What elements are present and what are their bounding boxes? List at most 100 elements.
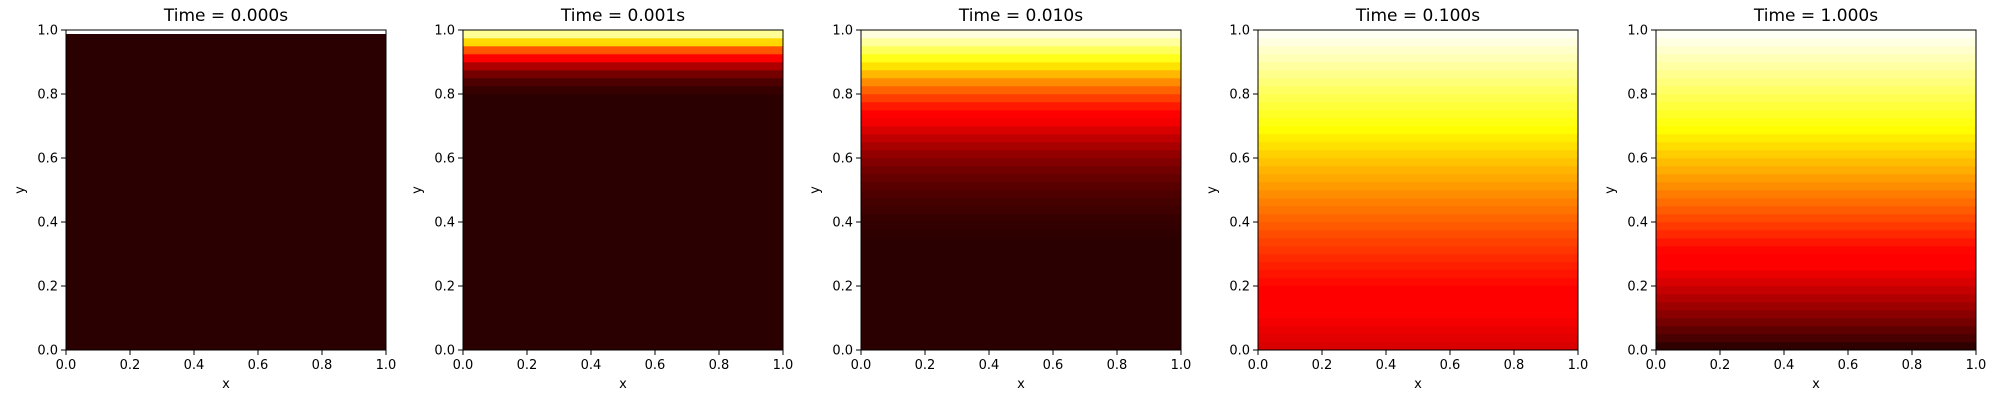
- heatmap-cell: [861, 141, 1181, 151]
- heatmap-cell: [861, 109, 1181, 119]
- heatmap-cell: [463, 309, 783, 319]
- y-tick-label: 0.8: [832, 88, 853, 103]
- heatmap-cell: [1258, 125, 1578, 135]
- y-axis-label: y: [410, 186, 425, 194]
- y-tick-label: 0.4: [37, 216, 58, 231]
- heatmap-cell: [1258, 269, 1578, 279]
- heatmap-cell: [861, 29, 1181, 39]
- x-tick-label: 0.4: [581, 358, 602, 373]
- x-axis-label: x: [1017, 377, 1025, 392]
- x-tick-label: 0.2: [517, 358, 538, 373]
- heatmap-cell: [1656, 53, 1976, 63]
- y-tick-label: 0.6: [1229, 152, 1250, 167]
- heatmap-cell: [1258, 277, 1578, 287]
- heatmap-cell: [1656, 317, 1976, 327]
- heatmap-cell: [66, 317, 386, 327]
- x-tick-label: 0.0: [1248, 358, 1269, 373]
- heatmap-cell: [463, 237, 783, 247]
- heatmap-cell: [1258, 229, 1578, 239]
- heatmap-cell: [463, 133, 783, 143]
- y-tick-label: 0.6: [832, 152, 853, 167]
- y-tick-label: 0.0: [1229, 344, 1250, 359]
- heatmap-cell: [1258, 157, 1578, 167]
- heatmap-cell: [1656, 221, 1976, 231]
- x-tick-label: 0.6: [248, 358, 269, 373]
- y-tick-label: 0.6: [1627, 152, 1648, 167]
- heatmap-cell: [66, 333, 386, 343]
- heatmap-cell: [463, 285, 783, 295]
- heatmap-cell: [463, 85, 783, 95]
- heatmap-cell: [1656, 325, 1976, 335]
- heatmap-cell: [861, 85, 1181, 95]
- heatmap-cell: [66, 197, 386, 207]
- heatmap-cell: [861, 101, 1181, 111]
- heatmap-cell: [66, 37, 386, 47]
- heatmap-cell: [1258, 53, 1578, 63]
- subplot-title: Time = 0.000s: [163, 6, 288, 26]
- heatmap-cell: [1656, 45, 1976, 55]
- heatmap-cell: [463, 293, 783, 303]
- heatmap-cell: [66, 109, 386, 119]
- heatmap-cell: [463, 61, 783, 71]
- heatmap-cell: [1656, 213, 1976, 223]
- heatmap-cell: [861, 245, 1181, 255]
- heatmap-cell: [66, 213, 386, 223]
- heatmap-cell: [1258, 85, 1578, 95]
- heatmap-cell: [1258, 333, 1578, 343]
- heatmap-cell: [861, 69, 1181, 79]
- heatmap-cell: [861, 261, 1181, 271]
- y-axis-label: y: [1603, 186, 1618, 194]
- heatmap-cell: [1656, 37, 1976, 47]
- axes-frame: [1257, 29, 1579, 351]
- heatmap-cell: [66, 325, 386, 335]
- heatmap-cell: [1656, 285, 1976, 295]
- heatmap-cell: [1656, 189, 1976, 199]
- heatmap-cell: [1656, 117, 1976, 127]
- heatmap-cell: [66, 61, 386, 71]
- heatmap-cell: [1258, 61, 1578, 71]
- heatmap-cell: [463, 125, 783, 135]
- heatmap-cell: [1656, 181, 1976, 191]
- subplot-2: Time = 0.001s 0.0 0.2 0.4 0.6 0.8 1.0 0.0 0.2 0.4…: [410, 6, 793, 392]
- x-tick-label: 0.2: [915, 358, 936, 373]
- heatmap-cell: [66, 301, 386, 311]
- heatmap-cell: [1656, 165, 1976, 175]
- x-tick-label: 1.0: [376, 358, 397, 373]
- x-tick-label: 1.0: [773, 358, 794, 373]
- heatmap-cell: [1656, 293, 1976, 303]
- heatmap-cell: [463, 93, 783, 103]
- heatmap-cell: [463, 189, 783, 199]
- heatmap-cell: [463, 301, 783, 311]
- heatmap-cell: [463, 37, 783, 47]
- heatmap-cell: [1258, 109, 1578, 119]
- heatmap-cell: [463, 325, 783, 335]
- heatmap-cell: [463, 221, 783, 231]
- y-tick-label: 1.0: [832, 24, 853, 39]
- heatmap-cell: [861, 197, 1181, 207]
- x-tick-label: 0.8: [709, 358, 730, 373]
- heatmap-cell: [861, 317, 1181, 327]
- x-tick-label: 1.0: [1966, 358, 1987, 373]
- heatmap-cell: [1258, 29, 1578, 39]
- heatmap-cell: [1656, 61, 1976, 71]
- heatmap-cell: [66, 149, 386, 159]
- heatmap-cell: [463, 109, 783, 119]
- heatmap-cell: [861, 221, 1181, 231]
- y-tick-label: 1.0: [37, 24, 58, 39]
- heatmap-cell: [1258, 141, 1578, 151]
- y-tick-label: 0.2: [1627, 280, 1648, 295]
- y-tick-label: 0.0: [434, 344, 455, 359]
- heatmap-cell: [1258, 261, 1578, 271]
- heatmap-cell: [66, 173, 386, 183]
- heatmap-cell: [66, 165, 386, 175]
- heatmap-cell: [861, 301, 1181, 311]
- heatmap-cell: [861, 93, 1181, 103]
- x-tick-label: 0.8: [1902, 358, 1923, 373]
- heatmap-cell: [1656, 301, 1976, 311]
- heatmap-cell: [1258, 325, 1578, 335]
- heatmap-cell: [463, 261, 783, 271]
- heatmap-cell: [861, 293, 1181, 303]
- heatmap-cell: [463, 101, 783, 111]
- x-tick-label: 0.6: [1440, 358, 1461, 373]
- heatmap-cell: [861, 213, 1181, 223]
